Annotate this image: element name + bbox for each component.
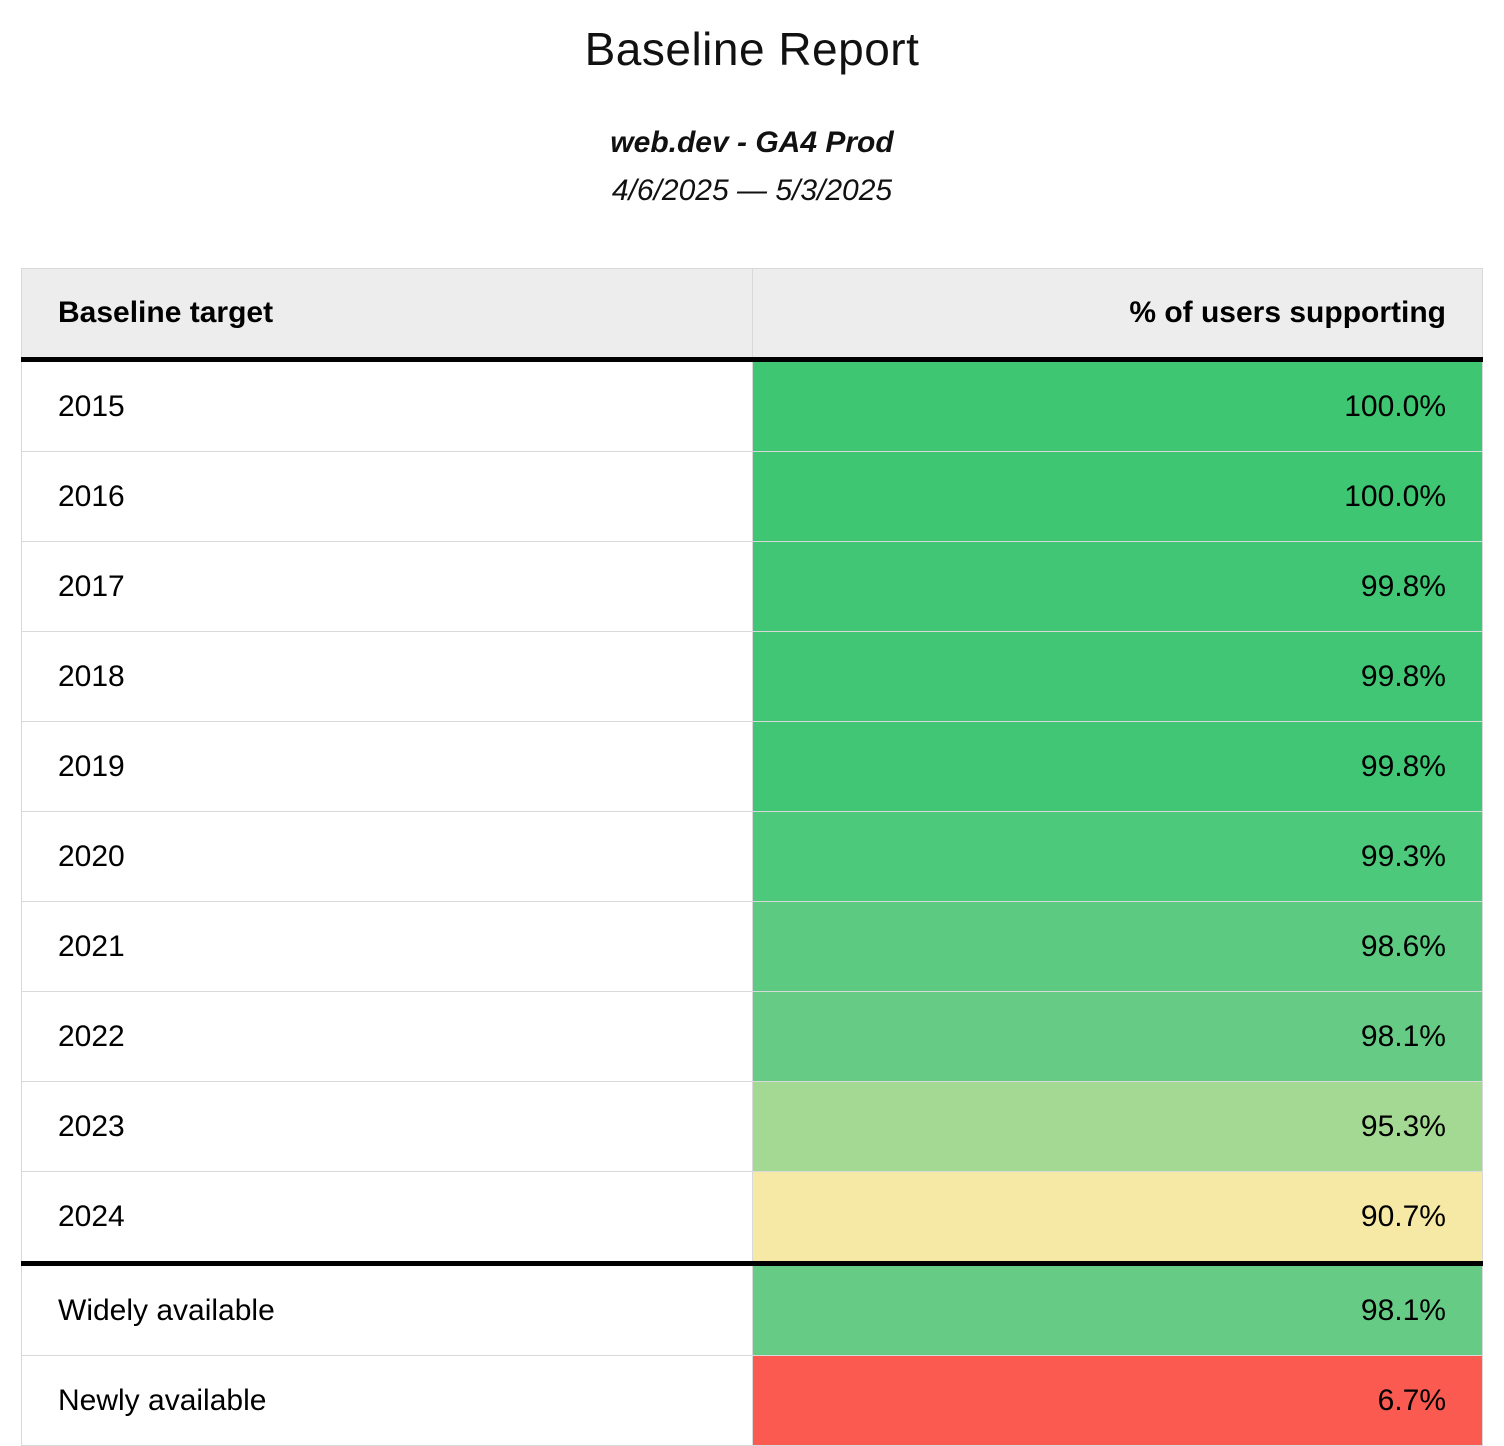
page-title: Baseline Report — [584, 23, 920, 75]
table-row: 2019 99.8% — [21, 721, 1483, 812]
baseline-target-cell: 2016 — [21, 451, 753, 542]
column-header-baseline-target: Baseline target — [21, 268, 753, 362]
baseline-target-cell: 2017 — [21, 541, 753, 632]
table-row: 2018 99.8% — [21, 631, 1483, 722]
baseline-target-cell: 2022 — [21, 991, 753, 1082]
percent-supporting-cell: 99.8% — [751, 541, 1483, 632]
percent-supporting-cell: 90.7% — [751, 1171, 1483, 1264]
table-row: Newly available 6.7% — [21, 1355, 1483, 1446]
baseline-table: Baseline target % of users supporting 20… — [21, 268, 1483, 1446]
baseline-target-cell: 2023 — [21, 1081, 753, 1172]
baseline-target-cell: 2019 — [21, 721, 753, 812]
percent-supporting-cell: 99.8% — [751, 721, 1483, 812]
percent-supporting-cell: 99.3% — [751, 811, 1483, 902]
report-subtitle: web.dev - GA4 Prod — [610, 126, 894, 159]
percent-supporting-cell: 100.0% — [751, 451, 1483, 542]
table-body: 2015 100.0% 2016 100.0% 2017 99.8% 2018 99.8% 20… — [21, 359, 1483, 1446]
percent-supporting-cell: 100.0% — [751, 359, 1483, 452]
percent-supporting-cell: 98.1% — [751, 991, 1483, 1082]
table-row: 2020 99.3% — [21, 811, 1483, 902]
baseline-target-cell: 2015 — [21, 359, 753, 452]
table-row: 2017 99.8% — [21, 541, 1483, 632]
baseline-target-cell: 2024 — [21, 1171, 753, 1264]
table-row: 2023 95.3% — [21, 1081, 1483, 1172]
baseline-target-cell: 2020 — [21, 811, 753, 902]
baseline-target-cell: Widely available — [21, 1261, 753, 1356]
report-date-range: 4/6/2025 — 5/3/2025 — [611, 174, 893, 207]
baseline-target-cell: Newly available — [21, 1355, 753, 1446]
table-row: 2022 98.1% — [21, 991, 1483, 1082]
table-row: 2015 100.0% — [21, 359, 1483, 452]
percent-supporting-cell: 6.7% — [751, 1355, 1483, 1446]
header-row: Baseline target % of users supporting — [21, 268, 1483, 362]
percent-supporting-cell: 98.1% — [751, 1261, 1483, 1356]
table-row: 2021 98.6% — [21, 901, 1483, 992]
percent-supporting-cell: 95.3% — [751, 1081, 1483, 1172]
percent-supporting-cell: 98.6% — [751, 901, 1483, 992]
table-header: Baseline target % of users supporting — [21, 268, 1483, 362]
baseline-target-cell: 2018 — [21, 631, 753, 722]
percent-supporting-cell: 99.8% — [751, 631, 1483, 722]
table-row: 2024 90.7% — [21, 1171, 1483, 1264]
column-header-percent-supporting: % of users supporting — [751, 268, 1483, 362]
baseline-target-cell: 2021 — [21, 901, 753, 992]
table-row: 2016 100.0% — [21, 451, 1483, 542]
table-row: Widely available 98.1% — [21, 1261, 1483, 1356]
